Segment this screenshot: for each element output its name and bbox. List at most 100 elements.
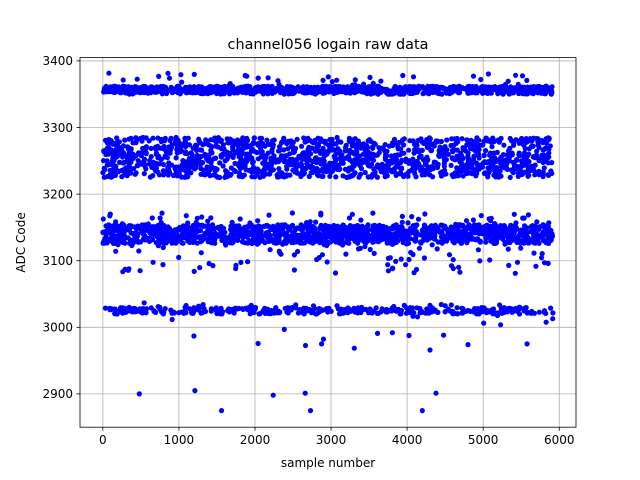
x-tick-label: 3000: [316, 433, 347, 447]
data-point: [468, 145, 474, 152]
data-point: [530, 239, 536, 245]
data-point: [288, 84, 294, 90]
data-point: [217, 86, 224, 92]
data-point: [179, 79, 185, 85]
data-point: [213, 155, 219, 161]
data-point: [278, 173, 284, 179]
data-point: [237, 165, 243, 172]
x-axis-label: sample number: [281, 456, 375, 470]
data-point: [548, 91, 554, 97]
data-point: [470, 156, 477, 163]
data-point: [513, 72, 519, 78]
data-point: [479, 229, 485, 235]
data-point: [531, 228, 537, 234]
data-point: [325, 149, 331, 155]
data-point: [379, 88, 385, 94]
outlier-point: [307, 408, 314, 414]
data-point: [310, 90, 316, 96]
data-point: [168, 84, 174, 90]
data-point: [548, 305, 554, 311]
data-point: [154, 85, 160, 91]
data-point: [450, 156, 456, 162]
data-point: [168, 236, 174, 242]
data-point: [427, 224, 433, 230]
data-point: [465, 168, 471, 174]
data-point: [410, 313, 416, 319]
data-point: [441, 332, 447, 338]
data-point: [347, 308, 353, 314]
data-point: [452, 136, 458, 142]
data-point: [230, 154, 236, 160]
data-point: [529, 166, 535, 172]
data-point: [184, 226, 190, 232]
data-point: [106, 222, 112, 228]
data-point: [536, 168, 542, 174]
data-point: [379, 161, 385, 167]
data-point: [120, 154, 126, 160]
data-point: [223, 242, 229, 248]
data-point: [546, 150, 552, 156]
data-point: [317, 150, 323, 156]
data-point: [418, 240, 424, 246]
data-point: [400, 72, 406, 79]
data-point: [190, 239, 196, 245]
data-point: [421, 140, 427, 147]
data-point: [356, 153, 363, 159]
data-point: [506, 262, 512, 268]
data-point: [113, 248, 119, 254]
data-point: [160, 172, 167, 178]
data-point: [423, 169, 429, 175]
data-point: [549, 160, 555, 166]
data-point: [501, 142, 507, 148]
data-point: [304, 90, 311, 96]
data-point: [230, 138, 236, 144]
data-point: [501, 309, 507, 316]
data-point: [472, 90, 478, 96]
data-point: [485, 232, 491, 238]
data-point: [457, 89, 463, 96]
data-point: [292, 169, 298, 175]
data-point: [257, 311, 263, 317]
data-point: [270, 142, 276, 148]
data-point: [122, 240, 128, 246]
data-point: [236, 223, 242, 229]
data-point: [379, 236, 385, 242]
data-point: [241, 233, 247, 239]
data-point: [205, 218, 211, 224]
data-point: [277, 250, 283, 256]
data-point: [415, 162, 421, 168]
data-point: [384, 240, 390, 246]
data-point: [491, 225, 497, 231]
data-point: [377, 229, 383, 235]
data-point: [508, 90, 514, 96]
data-point: [266, 164, 272, 170]
data-point: [109, 158, 115, 164]
data-point: [134, 137, 140, 143]
data-point: [251, 148, 257, 154]
data-point: [102, 305, 108, 311]
data-point: [304, 138, 310, 144]
data-point: [224, 149, 230, 155]
data-point: [424, 237, 430, 243]
data-point: [406, 256, 412, 263]
data-point: [106, 70, 112, 76]
data-point: [382, 174, 388, 180]
data-point: [137, 268, 143, 274]
x-tick-label: 2000: [240, 433, 271, 447]
data-point: [402, 172, 408, 178]
x-tick-label: 1000: [164, 433, 195, 447]
data-point: [308, 170, 314, 176]
data-point: [320, 145, 326, 151]
data-point: [453, 140, 459, 146]
data-point: [431, 308, 437, 314]
data-point: [427, 347, 433, 353]
data-point: [427, 166, 434, 173]
data-point: [545, 260, 551, 266]
data-point: [165, 70, 171, 76]
data-point: [157, 215, 163, 221]
data-point: [148, 154, 154, 160]
data-point: [463, 87, 470, 93]
outlier-point: [192, 388, 198, 394]
data-point: [239, 174, 246, 180]
data-point: [423, 230, 429, 237]
